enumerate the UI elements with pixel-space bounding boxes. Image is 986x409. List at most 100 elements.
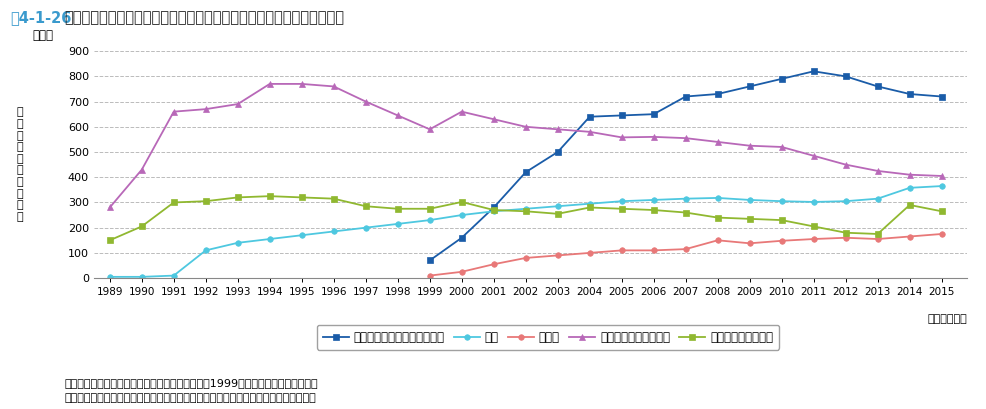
テトラクロロエチレン <box>583 129 595 134</box>
硝酸性窒素及び亜硝酸性窒素 <box>423 258 435 263</box>
ふっ素 <box>903 234 915 239</box>
砒素 <box>551 204 563 209</box>
トリクロロエチレン <box>551 211 563 216</box>
砒素 <box>199 248 211 253</box>
テトラクロロエチレン <box>520 124 531 129</box>
テトラクロロエチレン <box>232 102 244 107</box>
ふっ素 <box>456 270 467 274</box>
トリクロロエチレン <box>935 209 947 214</box>
硝酸性窒素及び亜硝酸性窒素 <box>647 112 659 117</box>
砒素 <box>232 240 244 245</box>
トリクロロエチレン <box>456 200 467 204</box>
硝酸性窒素及び亜硝酸性窒素 <box>615 113 627 118</box>
ふっ素 <box>583 250 595 255</box>
砒素 <box>615 199 627 204</box>
砒素 <box>903 185 915 190</box>
砒素 <box>775 199 787 204</box>
ふっ素 <box>743 241 755 246</box>
砒素 <box>583 201 595 206</box>
テトラクロロエチレン <box>903 172 915 177</box>
Text: （本）: （本） <box>33 29 53 42</box>
硝酸性窒素及び亜硝酸性窒素 <box>839 74 851 79</box>
砒素 <box>296 233 308 238</box>
硝酸性窒素及び亜硝酸性窒素 <box>456 235 467 240</box>
硝酸性窒素及び亜硝酸性窒素 <box>935 94 947 99</box>
テトラクロロエチレン <box>743 143 755 148</box>
Text: 地下水の水質汚濁に係る環境基準の超過本数（継続監視調査）の推移: 地下水の水質汚濁に係る環境基準の超過本数（継続監視調査）の推移 <box>64 10 344 25</box>
砒素 <box>743 198 755 202</box>
Line: トリクロロエチレン: トリクロロエチレン <box>106 193 944 243</box>
硝酸性窒素及び亜硝酸性窒素 <box>679 94 691 99</box>
テトラクロロエチレン <box>360 99 372 104</box>
テトラクロロエチレン <box>296 81 308 86</box>
砒素 <box>520 206 531 211</box>
ふっ素 <box>423 273 435 278</box>
ふっ素 <box>551 253 563 258</box>
トリクロロエチレン <box>199 199 211 204</box>
トリクロロエチレン <box>615 206 627 211</box>
Line: ふっ素: ふっ素 <box>427 231 944 279</box>
ふっ素 <box>871 236 882 241</box>
テトラクロロエチレン <box>807 153 818 158</box>
トリクロロエチレン <box>583 205 595 210</box>
トリクロロエチレン <box>263 194 275 199</box>
テトラクロロエチレン <box>136 167 148 172</box>
トリクロロエチレン <box>296 195 308 200</box>
トリクロロエチレン <box>679 210 691 215</box>
Line: テトラクロロエチレン: テトラクロロエチレン <box>106 81 944 210</box>
ふっ素 <box>520 256 531 261</box>
テトラクロロエチレン <box>391 113 403 118</box>
トリクロロエチレン <box>232 195 244 200</box>
テトラクロロエチレン <box>647 135 659 139</box>
砒素 <box>423 218 435 222</box>
ふっ素 <box>615 248 627 253</box>
Text: 環
境
基
準
超
過
井
戸
本
数: 環 境 基 準 超 過 井 戸 本 数 <box>16 108 23 222</box>
テトラクロロエチレン <box>327 84 339 89</box>
硝酸性窒素及び亜硝酸性窒素 <box>871 84 882 89</box>
テトラクロロエチレン <box>615 135 627 140</box>
トリクロロエチレン <box>136 224 148 229</box>
砒素 <box>104 274 115 279</box>
テトラクロロエチレン <box>199 107 211 112</box>
砒素 <box>360 225 372 230</box>
トリクロロエチレン <box>423 206 435 211</box>
トリクロロエチレン <box>903 202 915 207</box>
テトラクロロエチレン <box>935 173 947 178</box>
硝酸性窒素及び亜硝酸性窒素 <box>487 205 499 210</box>
テトラクロロエチレン <box>168 109 179 114</box>
テトラクロロエチレン <box>839 162 851 167</box>
トリクロロエチレン <box>711 215 723 220</box>
テトラクロロエチレン <box>263 81 275 86</box>
Text: （調査年度）: （調査年度） <box>927 315 966 324</box>
砒素 <box>391 221 403 226</box>
ふっ素 <box>807 236 818 241</box>
テトラクロロエチレン <box>679 136 691 141</box>
ふっ素 <box>711 238 723 243</box>
トリクロロエチレン <box>487 208 499 213</box>
硝酸性窒素及び亜硝酸性窒素 <box>520 170 531 175</box>
トリクロロエチレン <box>360 204 372 209</box>
トリクロロエチレン <box>871 231 882 236</box>
砒素 <box>136 274 148 279</box>
テトラクロロエチレン <box>104 205 115 210</box>
砒素 <box>935 184 947 189</box>
トリクロロエチレン <box>807 224 818 229</box>
トリクロロエチレン <box>327 196 339 201</box>
砒素 <box>327 229 339 234</box>
硝酸性窒素及び亜硝酸性窒素 <box>775 76 787 81</box>
硝酸性窒素及び亜硝酸性窒素 <box>807 69 818 74</box>
砒素 <box>807 200 818 204</box>
テトラクロロエチレン <box>423 127 435 132</box>
砒素 <box>647 198 659 202</box>
テトラクロロエチレン <box>711 139 723 144</box>
砒素 <box>871 196 882 201</box>
砒素 <box>711 196 723 200</box>
トリクロロエチレン <box>168 200 179 205</box>
Text: 図4-1-26: 図4-1-26 <box>10 10 71 25</box>
硝酸性窒素及び亜硝酸性窒素 <box>743 84 755 89</box>
砒素 <box>168 273 179 278</box>
Legend: 硝酸性窒素及び亜硝酸性窒素, 砒素, ふっ素, テトラクロロエチレン, トリクロロエチレン: 硝酸性窒素及び亜硝酸性窒素, 砒素, ふっ素, テトラクロロエチレン, トリクロ… <box>317 325 778 350</box>
テトラクロロエチレン <box>871 169 882 173</box>
ふっ素 <box>935 231 947 236</box>
テトラクロロエチレン <box>775 144 787 149</box>
